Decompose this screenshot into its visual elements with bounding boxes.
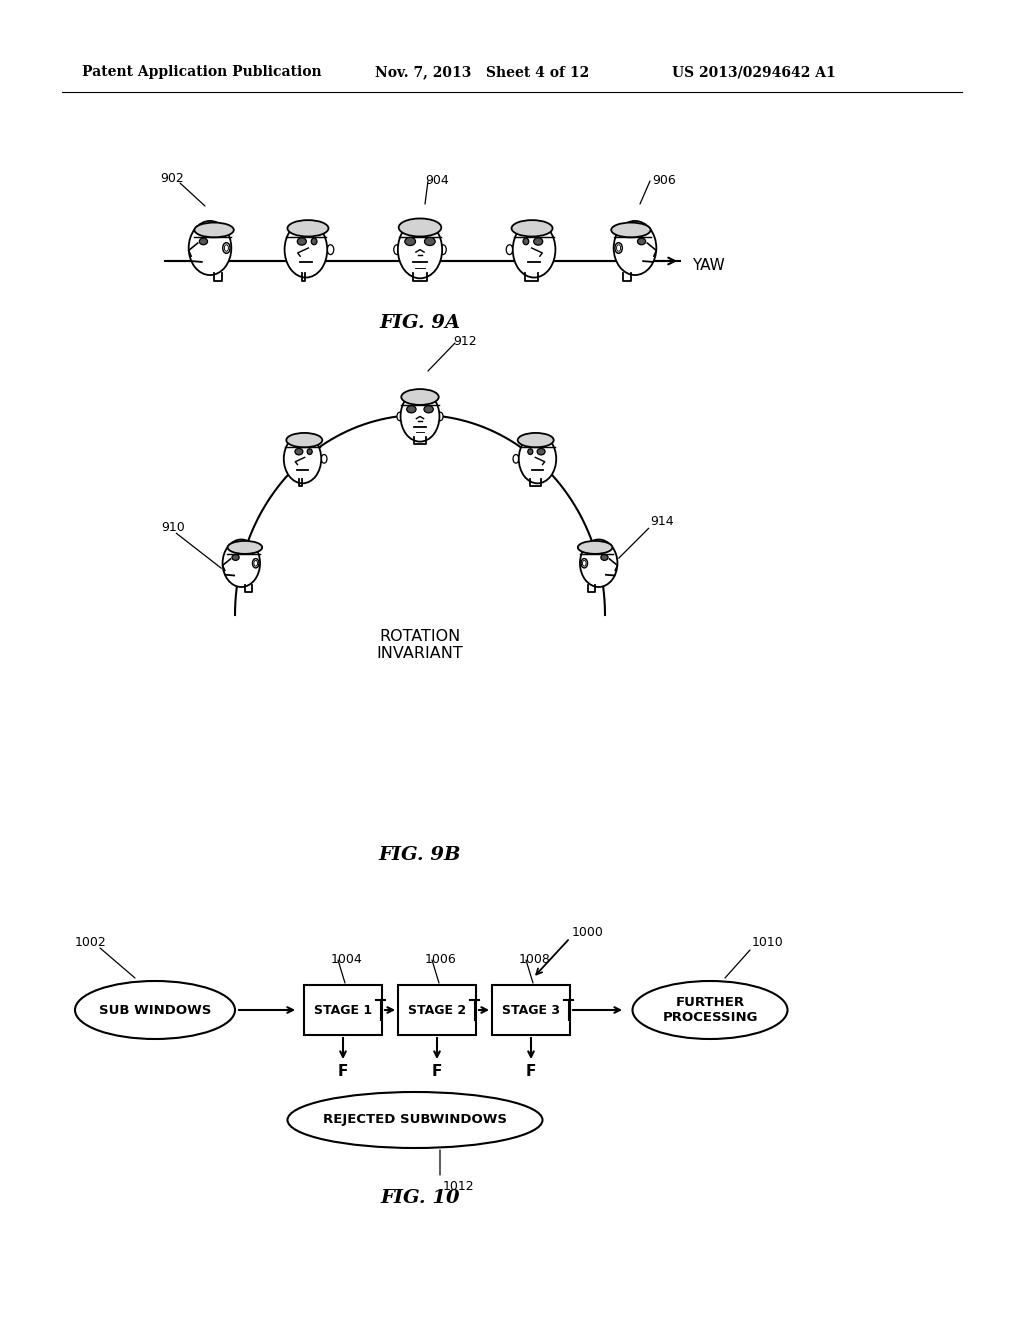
Ellipse shape xyxy=(227,541,262,554)
Ellipse shape xyxy=(425,238,435,246)
Ellipse shape xyxy=(437,412,443,421)
Ellipse shape xyxy=(633,981,787,1039)
Text: 902: 902 xyxy=(160,172,183,185)
Ellipse shape xyxy=(222,243,230,253)
Ellipse shape xyxy=(400,391,439,442)
Text: 1006: 1006 xyxy=(425,953,457,966)
Text: 1008: 1008 xyxy=(519,953,551,966)
Ellipse shape xyxy=(407,405,416,413)
Bar xyxy=(398,985,476,1035)
Ellipse shape xyxy=(295,449,303,455)
Ellipse shape xyxy=(404,238,416,246)
Ellipse shape xyxy=(188,220,231,275)
Text: US 2013/0294642 A1: US 2013/0294642 A1 xyxy=(672,65,836,79)
Ellipse shape xyxy=(284,434,322,483)
Text: ROTATION
INVARIANT: ROTATION INVARIANT xyxy=(377,628,464,661)
Ellipse shape xyxy=(518,433,554,447)
Ellipse shape xyxy=(613,220,656,275)
Text: FIG. 9A: FIG. 9A xyxy=(380,314,461,333)
Ellipse shape xyxy=(614,243,623,253)
Text: 1012: 1012 xyxy=(443,1180,475,1193)
Ellipse shape xyxy=(75,981,234,1039)
Ellipse shape xyxy=(424,405,433,413)
Ellipse shape xyxy=(581,558,588,568)
Ellipse shape xyxy=(601,554,608,561)
Text: FIG. 9B: FIG. 9B xyxy=(379,846,461,865)
Text: STAGE 2: STAGE 2 xyxy=(408,1003,466,1016)
Ellipse shape xyxy=(534,238,543,246)
Text: 1002: 1002 xyxy=(75,936,106,949)
Text: F: F xyxy=(338,1064,348,1080)
Ellipse shape xyxy=(580,540,617,587)
Text: REJECTED SUBWINDOWS: REJECTED SUBWINDOWS xyxy=(323,1114,507,1126)
Text: 1000: 1000 xyxy=(572,925,604,939)
Text: 1004: 1004 xyxy=(331,953,362,966)
Text: 1010: 1010 xyxy=(752,936,783,949)
Ellipse shape xyxy=(578,541,612,554)
Ellipse shape xyxy=(398,220,442,279)
Ellipse shape xyxy=(222,540,260,587)
Text: F: F xyxy=(432,1064,442,1080)
Ellipse shape xyxy=(523,238,528,244)
Text: 910: 910 xyxy=(162,520,185,533)
Ellipse shape xyxy=(398,219,441,236)
Ellipse shape xyxy=(253,558,259,568)
Ellipse shape xyxy=(200,238,208,244)
Bar xyxy=(492,985,570,1035)
Ellipse shape xyxy=(297,238,306,246)
Ellipse shape xyxy=(401,389,438,405)
Ellipse shape xyxy=(394,244,400,255)
Ellipse shape xyxy=(512,220,553,236)
Text: YAW: YAW xyxy=(692,257,725,272)
Text: STAGE 3: STAGE 3 xyxy=(502,1003,560,1016)
Ellipse shape xyxy=(638,238,646,244)
Ellipse shape xyxy=(506,244,513,255)
Text: 912: 912 xyxy=(453,335,476,348)
Ellipse shape xyxy=(311,238,317,244)
Ellipse shape xyxy=(232,554,240,561)
Text: 914: 914 xyxy=(650,515,675,528)
Bar xyxy=(304,985,382,1035)
Ellipse shape xyxy=(322,454,327,463)
Text: SUB WINDOWS: SUB WINDOWS xyxy=(98,1003,211,1016)
Text: 906: 906 xyxy=(652,174,676,187)
Text: 904: 904 xyxy=(425,174,449,187)
Ellipse shape xyxy=(307,449,312,454)
Ellipse shape xyxy=(519,434,556,483)
Text: Patent Application Publication: Patent Application Publication xyxy=(82,65,322,79)
Ellipse shape xyxy=(195,223,233,238)
Ellipse shape xyxy=(397,412,402,421)
Ellipse shape xyxy=(287,433,323,447)
Ellipse shape xyxy=(513,454,519,463)
Ellipse shape xyxy=(288,1092,543,1148)
Ellipse shape xyxy=(611,223,650,238)
Text: FURTHER
PROCESSING: FURTHER PROCESSING xyxy=(663,997,758,1024)
Ellipse shape xyxy=(527,449,532,454)
Ellipse shape xyxy=(288,220,329,236)
Text: Nov. 7, 2013   Sheet 4 of 12: Nov. 7, 2013 Sheet 4 of 12 xyxy=(375,65,589,79)
Text: STAGE 1: STAGE 1 xyxy=(314,1003,372,1016)
Text: FIG. 10: FIG. 10 xyxy=(380,1189,460,1206)
Ellipse shape xyxy=(328,244,334,255)
Ellipse shape xyxy=(439,244,446,255)
Ellipse shape xyxy=(538,449,545,455)
Ellipse shape xyxy=(513,222,555,277)
Ellipse shape xyxy=(285,222,328,277)
Text: F: F xyxy=(525,1064,537,1080)
